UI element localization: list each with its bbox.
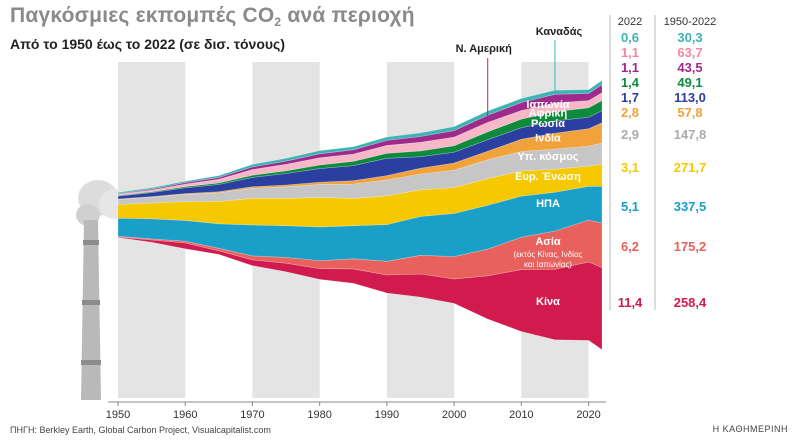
value-2022: 1,7	[621, 90, 639, 105]
value-2022: 11,4	[618, 295, 643, 310]
callout-label: Ν. Αμερική	[456, 43, 513, 55]
series-label: Ασία	[535, 236, 561, 248]
callout-label: Καναδάς	[536, 26, 583, 38]
value-total: 113,0	[674, 90, 706, 105]
value-2022: 1,4	[621, 75, 640, 90]
area-ασία	[117, 219, 603, 280]
x-tick-label: 1960	[173, 409, 197, 421]
value-total: 57,8	[677, 105, 702, 120]
header-2022: 2022	[618, 16, 642, 28]
area-series	[117, 79, 603, 351]
chimney-ring	[82, 300, 100, 305]
value-total: 175,2	[674, 239, 707, 254]
values-table: 2022 1950-2022 11,4 258,4 6,2 175,2 5,1 337,5 3,…	[609, 15, 717, 310]
x-tick-label: 1990	[375, 409, 399, 421]
value-total: 271,7	[674, 160, 707, 175]
value-2022: 3,1	[621, 160, 639, 175]
value-2022: 5,1	[621, 199, 639, 214]
series-label: Ιαπωνία	[526, 99, 569, 111]
chimney-illustration	[76, 180, 131, 400]
chimney-stack	[81, 220, 101, 400]
x-tick-label: 2000	[442, 409, 466, 421]
value-total: 43,5	[677, 60, 702, 75]
x-tick-label: 1970	[240, 409, 264, 421]
series-label: Ρωσία	[531, 118, 565, 130]
value-total: 30,3	[677, 30, 702, 45]
value-2022: 1,1	[621, 60, 639, 75]
value-2022: 0,6	[621, 30, 639, 45]
series-label: Υπ. κόσμος	[517, 151, 578, 163]
value-total: 63,7	[677, 45, 702, 60]
value-total: 147,8	[674, 127, 707, 142]
x-tick-label: 1950	[106, 409, 130, 421]
area-ηπα	[117, 185, 603, 262]
series-label: Ευρ. Ένωση	[515, 171, 581, 183]
x-tick-label: 2010	[509, 409, 533, 421]
x-axis: 1950 1960 1970 1980 1990 2000 2010 2020	[106, 401, 606, 421]
chimney-ring	[83, 240, 99, 245]
series-label: Αφρική	[529, 108, 568, 120]
value-2022: 2,8	[621, 105, 639, 120]
series-note: και Ιαπωνίας)	[524, 260, 572, 269]
publisher-brand: Η ΚΑΘΗΜΕΡΙΝΗ	[712, 424, 788, 434]
series-label: Κίνα	[536, 296, 560, 308]
series-note: (εκτός Κίνας, Ινδίας	[514, 250, 583, 259]
value-2022: 1,1	[621, 45, 639, 60]
value-2022: 6,2	[621, 239, 639, 254]
value-total: 337,5	[674, 199, 707, 214]
x-tick-label: 2020	[576, 409, 600, 421]
chart-title: Παγκόσμιες εκπομπές CO2 ανά περιοχή	[10, 4, 415, 29]
x-tick-label: 1980	[307, 409, 331, 421]
series-label: ΗΠΑ	[536, 198, 560, 210]
area-καναδάς	[117, 79, 603, 194]
area-ευρ-ένωση	[117, 163, 603, 228]
source-note: ΠΗΓΗ: Berkley Earth, Global Carbon Proje…	[10, 425, 271, 435]
value-total: 49,1	[677, 75, 702, 90]
value-2022: 2,9	[621, 127, 639, 142]
value-total: 258,4	[674, 295, 707, 310]
chimney-ring	[81, 360, 101, 365]
header-1950-2022: 1950-2022	[664, 16, 717, 28]
chart-subtitle: Από το 1950 έως το 2022 (σε δισ. τόνους)	[10, 36, 285, 52]
series-label: Ινδία	[535, 132, 561, 144]
